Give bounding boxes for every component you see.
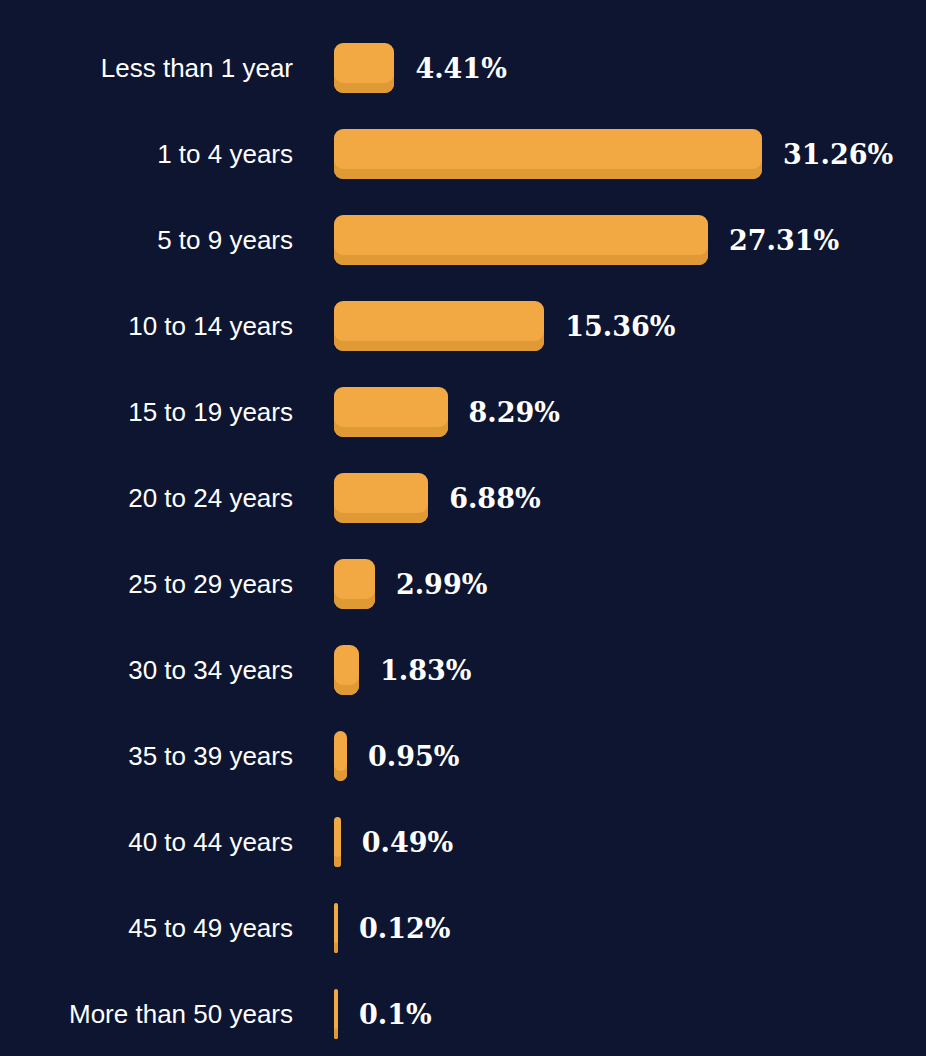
value-label: 2.99% <box>396 569 487 600</box>
chart-rows: Less than 1 year 4.41% 1 to 4 years 31.2… <box>0 25 926 1056</box>
bar <box>334 989 338 1039</box>
bar-area: 0.49% <box>334 817 453 867</box>
bar <box>334 903 338 953</box>
bar-area: 27.31% <box>334 215 839 265</box>
bar <box>334 473 428 523</box>
bar <box>334 731 347 781</box>
category-label: 10 to 14 years <box>0 312 293 341</box>
bar-row: 20 to 24 years 6.88% <box>0 455 926 541</box>
category-label: Less than 1 year <box>0 54 293 83</box>
value-label: 0.95% <box>368 741 459 772</box>
bar-area: 2.99% <box>334 559 487 609</box>
category-label: 5 to 9 years <box>0 226 293 255</box>
bar <box>334 215 708 265</box>
category-label: 25 to 29 years <box>0 570 293 599</box>
bar-row: 35 to 39 years 0.95% <box>0 713 926 799</box>
bar-row: 5 to 9 years 27.31% <box>0 197 926 283</box>
category-label: 35 to 39 years <box>0 742 293 771</box>
bar-row: 10 to 14 years 15.36% <box>0 283 926 369</box>
bar-area: 4.41% <box>334 43 507 93</box>
bar-row: 1 to 4 years 31.26% <box>0 111 926 197</box>
value-label: 0.12% <box>359 913 450 944</box>
category-label: 45 to 49 years <box>0 914 293 943</box>
bar <box>334 129 762 179</box>
category-label: 20 to 24 years <box>0 484 293 513</box>
bar-area: 8.29% <box>334 387 560 437</box>
category-label: 30 to 34 years <box>0 656 293 685</box>
bar <box>334 43 394 93</box>
value-label: 8.29% <box>469 397 560 428</box>
bar <box>334 817 341 867</box>
bar <box>334 301 544 351</box>
bar-row: 25 to 29 years 2.99% <box>0 541 926 627</box>
value-label: 31.26% <box>783 139 893 170</box>
bar-area: 6.88% <box>334 473 541 523</box>
value-label: 4.41% <box>415 53 506 84</box>
value-label: 15.36% <box>565 311 675 342</box>
bar-row: 45 to 49 years 0.12% <box>0 885 926 971</box>
bar-row: 40 to 44 years 0.49% <box>0 799 926 885</box>
bar-row: More than 50 years 0.1% <box>0 971 926 1056</box>
category-label: More than 50 years <box>0 1000 293 1029</box>
value-label: 6.88% <box>449 483 540 514</box>
bar <box>334 387 448 437</box>
bar-area: 15.36% <box>334 301 676 351</box>
bar-area: 31.26% <box>334 129 893 179</box>
bar-row: 15 to 19 years 8.29% <box>0 369 926 455</box>
value-label: 0.1% <box>359 999 432 1030</box>
bar-area: 0.95% <box>334 731 459 781</box>
bar-chart: Less than 1 year 4.41% 1 to 4 years 31.2… <box>0 0 926 1056</box>
bar <box>334 559 375 609</box>
bar-row: 30 to 34 years 1.83% <box>0 627 926 713</box>
category-label: 15 to 19 years <box>0 398 293 427</box>
value-label: 0.49% <box>362 827 453 858</box>
bar <box>334 645 359 695</box>
bar-area: 1.83% <box>334 645 471 695</box>
bar-area: 0.12% <box>334 903 450 953</box>
bar-area: 0.1% <box>334 989 432 1039</box>
bar-row: Less than 1 year 4.41% <box>0 25 926 111</box>
value-label: 1.83% <box>380 655 471 686</box>
value-label: 27.31% <box>729 225 839 256</box>
category-label: 1 to 4 years <box>0 140 293 169</box>
category-label: 40 to 44 years <box>0 828 293 857</box>
